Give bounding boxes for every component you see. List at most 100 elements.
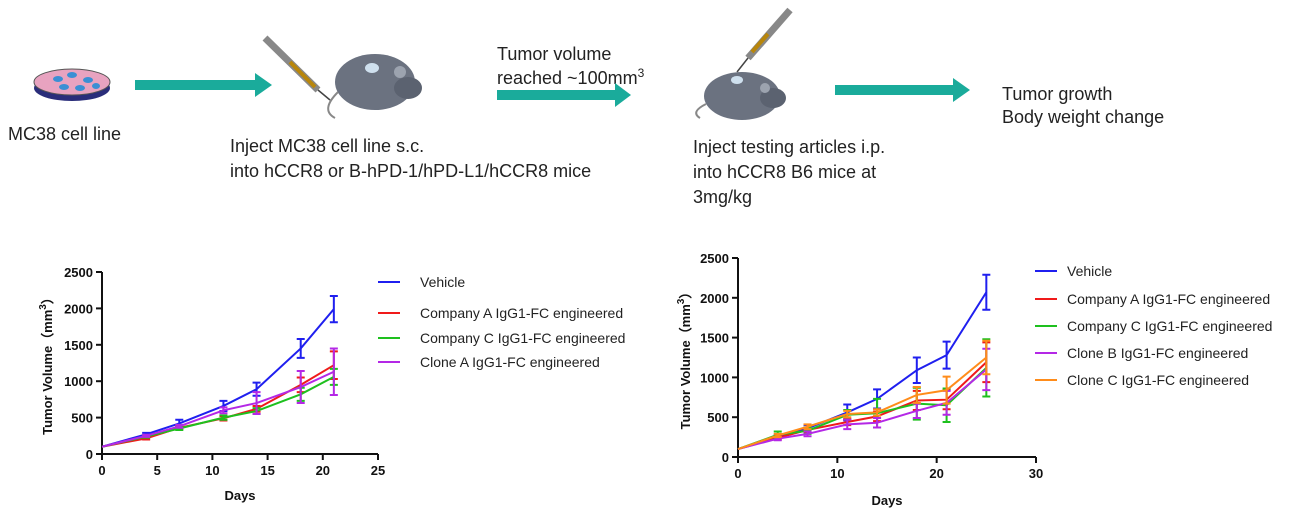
error-bar — [142, 433, 151, 438]
y-tick-label: 2000 — [700, 291, 729, 306]
step3-line1: Tumor volume — [497, 44, 611, 64]
x-tick-label: 15 — [260, 463, 274, 478]
step3-sup: 3 — [638, 66, 645, 80]
error-bar — [329, 295, 338, 324]
syringe-icon — [736, 7, 793, 73]
series-2: Company A IgG1-FC engineered — [737, 291, 1270, 451]
step4-line1: Inject testing articles i.p. — [693, 137, 885, 157]
x-tick-label: 0 — [98, 463, 105, 478]
legend-label: Vehicle — [1067, 263, 1112, 279]
legend-label: Clone A IgG1-FC engineered — [420, 354, 600, 370]
x-tick-label: 5 — [154, 463, 161, 478]
error-bar — [252, 391, 261, 415]
x-tick-label: 20 — [316, 463, 330, 478]
chart-2: 0 10 20 30 0 500 1000 1500 2000 2500 Days Tumor Vol… — [676, 251, 1272, 508]
error-bar — [873, 416, 882, 429]
y-tick-label: 2500 — [64, 265, 93, 280]
x-tick-label: 0 — [734, 466, 741, 481]
x-tick-label: 30 — [1029, 466, 1043, 481]
legend-label: Clone C IgG1-FC engineered — [1067, 372, 1249, 388]
chart-1: 0 5 10 15 20 25 0 500 1000 1500 2000 2500 Days Tumor … — [38, 265, 625, 503]
y-axis-label-text: Tumor Volume（mm — [40, 310, 55, 435]
x-tick-label: 20 — [929, 466, 943, 481]
error-bar — [942, 340, 951, 370]
legend-label: Clone B IgG1-FC engineered — [1067, 345, 1248, 361]
y-tick-label: 1500 — [64, 338, 93, 353]
step3-text: reached ~100mm — [497, 68, 638, 88]
x-axis-label: Days — [224, 488, 255, 503]
y-tick-label: 2000 — [64, 301, 93, 316]
legend-label: Company C IgG1-FC engineered — [420, 330, 625, 346]
error-bar — [773, 432, 782, 439]
error-bar — [175, 423, 184, 429]
y-tick-label: 1000 — [64, 374, 93, 389]
series-line — [101, 370, 335, 448]
error-bar — [219, 414, 228, 421]
mouse-icon — [695, 72, 786, 120]
error-bar — [912, 356, 921, 384]
series-line — [737, 356, 987, 450]
error-bar — [843, 418, 852, 431]
arrow-3 — [835, 78, 970, 102]
error-bar — [296, 337, 305, 359]
x-tick-label: 10 — [830, 466, 844, 481]
step2-line1: Inject MC38 cell line s.c. — [230, 136, 424, 156]
error-bar — [296, 370, 305, 405]
y-tick-label: 0 — [86, 447, 93, 462]
y-axis-label-close: ） — [40, 291, 55, 304]
step1-label: MC38 cell line — [8, 124, 121, 144]
y-axis-label: Tumor Volume（mm3） — [38, 291, 55, 435]
y-tick-label: 1500 — [700, 331, 729, 346]
y-tick-label: 500 — [71, 411, 93, 426]
x-tick-label: 10 — [205, 463, 219, 478]
error-bar — [873, 408, 882, 417]
error-bar — [803, 423, 812, 431]
y-tick-label: 1000 — [700, 370, 729, 385]
y-axis-label-text: Tumor Volume（mm — [678, 304, 693, 429]
legend-label: Company A IgG1-FC engineered — [1067, 291, 1270, 307]
error-bar — [982, 273, 991, 311]
x-axis-label: Days — [871, 493, 902, 508]
arrow-1 — [135, 73, 272, 97]
series-line — [737, 291, 988, 450]
error-bar — [843, 409, 852, 419]
series-3: Company C IgG1-FC engineered — [101, 330, 625, 448]
error-bar — [803, 430, 812, 438]
charts: 0 5 10 15 20 2505001000150020002500DaysTumor … — [38, 251, 1272, 508]
series-1: Vehicle — [101, 274, 465, 448]
legend-label: Company C IgG1-FC engineered — [1067, 318, 1272, 334]
series-line — [737, 368, 987, 451]
x-tick-label: 25 — [371, 463, 385, 478]
series-line — [737, 361, 988, 451]
step4-line2: into hCCR8 B6 mice at — [693, 162, 876, 182]
step5-line2: Body weight change — [1002, 107, 1164, 127]
syringe-icon — [262, 35, 331, 101]
series-4: Clone B IgG1-FC engineered — [737, 345, 1248, 451]
series-1: Vehicle — [737, 263, 1112, 450]
error-bar — [942, 375, 951, 405]
step2-line2: into hCCR8 or B-hPD-1/hPD-L1/hCCR8 mice — [230, 161, 591, 181]
error-bar — [912, 385, 921, 404]
y-tick-label: 0 — [722, 450, 729, 465]
series-4: Clone A IgG1-FC engineered — [101, 347, 600, 448]
step3-line2: reached ~100mm3 — [497, 66, 645, 88]
y-axis-label-sup: 3 — [38, 304, 49, 310]
step4-line3: 3mg/kg — [693, 187, 752, 207]
petri-dish-icon — [33, 68, 111, 101]
legend-label: Company A IgG1-FC engineered — [420, 305, 623, 321]
y-axis-label: Tumor Volume（mm3） — [676, 286, 693, 430]
workflow: MC38 cell line Inject MC38 cell line s.c… — [8, 7, 1164, 207]
error-bar — [219, 406, 228, 415]
y-axis-label-close: ） — [678, 286, 693, 299]
legend-label: Vehicle — [420, 274, 465, 290]
series-5: Clone C IgG1-FC engineered — [737, 339, 1249, 450]
step5-line1: Tumor growth — [1002, 84, 1112, 104]
y-tick-label: 500 — [707, 410, 729, 425]
error-bar — [982, 339, 991, 376]
arrow-2 — [497, 83, 631, 107]
mouse-icon — [327, 54, 422, 119]
y-axis-label-sup: 3 — [676, 298, 687, 304]
error-bar — [329, 347, 338, 397]
y-tick-label: 2500 — [700, 251, 729, 266]
